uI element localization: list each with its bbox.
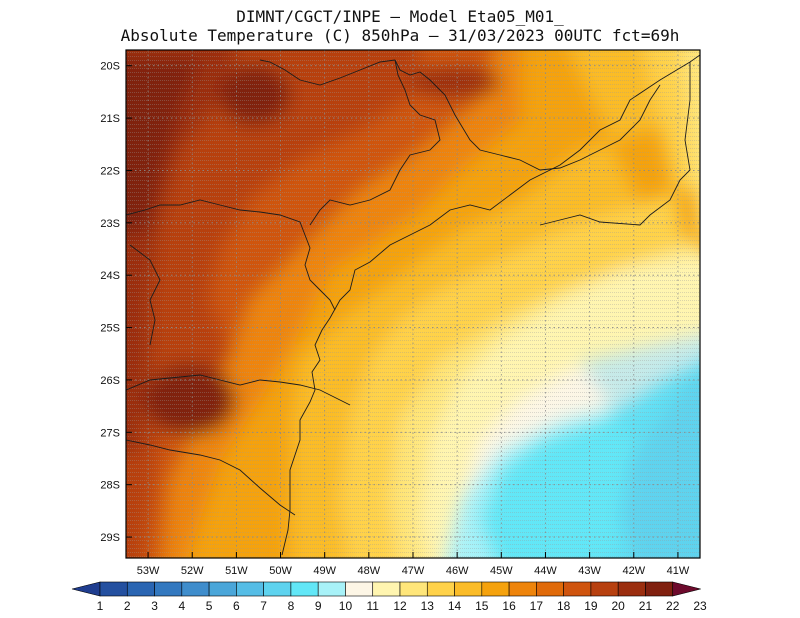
- lon-label: 43W: [578, 565, 601, 577]
- lon-label: 47W: [402, 565, 425, 577]
- lon-label: 50W: [269, 565, 292, 577]
- lon-label: 45W: [490, 565, 513, 577]
- colorbar-label: 23: [693, 599, 707, 613]
- colorbar-label: 11: [366, 599, 379, 613]
- lon-label: 52W: [181, 565, 204, 577]
- colorbar-label: 19: [584, 599, 598, 613]
- colorbar-label: 15: [475, 599, 489, 613]
- lon-label: 51W: [225, 565, 248, 577]
- colorbar-label: 20: [612, 599, 626, 613]
- colorbar-label: 1: [97, 599, 104, 613]
- colorbar-swatch: [481, 581, 510, 597]
- lat-label: 24S: [100, 270, 120, 282]
- colorbar-label: 13: [421, 599, 435, 613]
- colorbar: 1 2 3 4 5 6 7 8 9 10 11 12 13 14 15 16 17 18 19 20 21 22 23: [71, 581, 707, 613]
- colorbar-label: 2: [124, 599, 131, 613]
- lat-label: 28S: [100, 480, 120, 492]
- lat-label: 26S: [100, 375, 120, 387]
- colorbar-swatch: [208, 581, 237, 597]
- lat-lon-gridlines: [126, 50, 700, 558]
- colorbar-swatch: [590, 581, 619, 597]
- lon-label: 46W: [446, 565, 469, 577]
- colorbar-label: 21: [639, 599, 653, 613]
- lat-label: 20S: [100, 61, 120, 73]
- colorbar-swatch: [99, 581, 128, 597]
- colorbar-label: 17: [530, 599, 544, 613]
- colorbar-swatch: [154, 581, 183, 597]
- colorbar-label: 6: [233, 599, 240, 613]
- colorbar-swatch: [181, 581, 210, 597]
- colorbar-swatch: [290, 581, 319, 597]
- colorbar-swatch: [345, 581, 374, 597]
- colorbar-label: 16: [502, 599, 516, 613]
- colorbar-swatch: [263, 581, 292, 597]
- colorbar-label: 22: [666, 599, 680, 613]
- map-title-line-1: DIMNT/CGCT/INPE – Model Eta05_M01_: [236, 7, 564, 26]
- lon-label: 44W: [534, 565, 557, 577]
- lon-label: 48W: [358, 565, 381, 577]
- colorbar-swatch: [508, 581, 537, 597]
- colorbar-swatch: [454, 581, 483, 597]
- latitude-axis: 20S 21S 22S 23S 24S 25S 26S 27S 28S 29S: [100, 61, 132, 544]
- lat-label: 21S: [100, 113, 120, 125]
- lon-label: 49W: [313, 565, 336, 577]
- colorbar-swatch: [372, 581, 401, 597]
- colorbar-min-arrow: [71, 581, 101, 597]
- lat-label: 29S: [100, 532, 120, 544]
- colorbar-swatch: [563, 581, 592, 597]
- colorbar-label: 14: [448, 599, 462, 613]
- map-title-line-2: Absolute Temperature (C) 850hPa – 31/03/…: [120, 26, 680, 45]
- colorbar-label: 3: [151, 599, 158, 613]
- political-boundaries: [126, 54, 700, 558]
- lon-label: 41W: [667, 565, 690, 577]
- longitude-axis: 53W 52W 51W 50W 49W 48W 47W 46W 45W 44W 43W 42W 41W: [137, 552, 690, 577]
- colorbar-swatch: [617, 581, 646, 597]
- colorbar-swatch: [426, 581, 455, 597]
- colorbar-label: 12: [393, 599, 407, 613]
- colorbar-label: 4: [178, 599, 185, 613]
- colorbar-label: 10: [339, 599, 353, 613]
- lat-label: 22S: [100, 165, 120, 177]
- lon-label: 42W: [622, 565, 645, 577]
- colorbar-label: 7: [260, 599, 267, 613]
- temperature-field: [126, 50, 700, 558]
- colorbar-label: 8: [288, 599, 295, 613]
- colorbar-swatch: [236, 581, 264, 597]
- colorbar-swatch: [126, 581, 155, 597]
- colorbar-swatch: [317, 581, 346, 597]
- lat-label: 25S: [100, 323, 120, 335]
- colorbar-label: 9: [315, 599, 322, 613]
- map-frame: [125, 49, 701, 559]
- colorbar-swatch: [645, 581, 674, 597]
- lat-label: 23S: [100, 218, 120, 230]
- colorbar-max-arrow: [672, 581, 701, 597]
- colorbar-label: 18: [557, 599, 571, 613]
- colorbar-swatch: [536, 581, 564, 597]
- colorbar-swatch: [399, 581, 428, 597]
- colorbar-label: 5: [206, 599, 213, 613]
- lat-label: 27S: [100, 427, 120, 439]
- lon-label: 53W: [137, 565, 160, 577]
